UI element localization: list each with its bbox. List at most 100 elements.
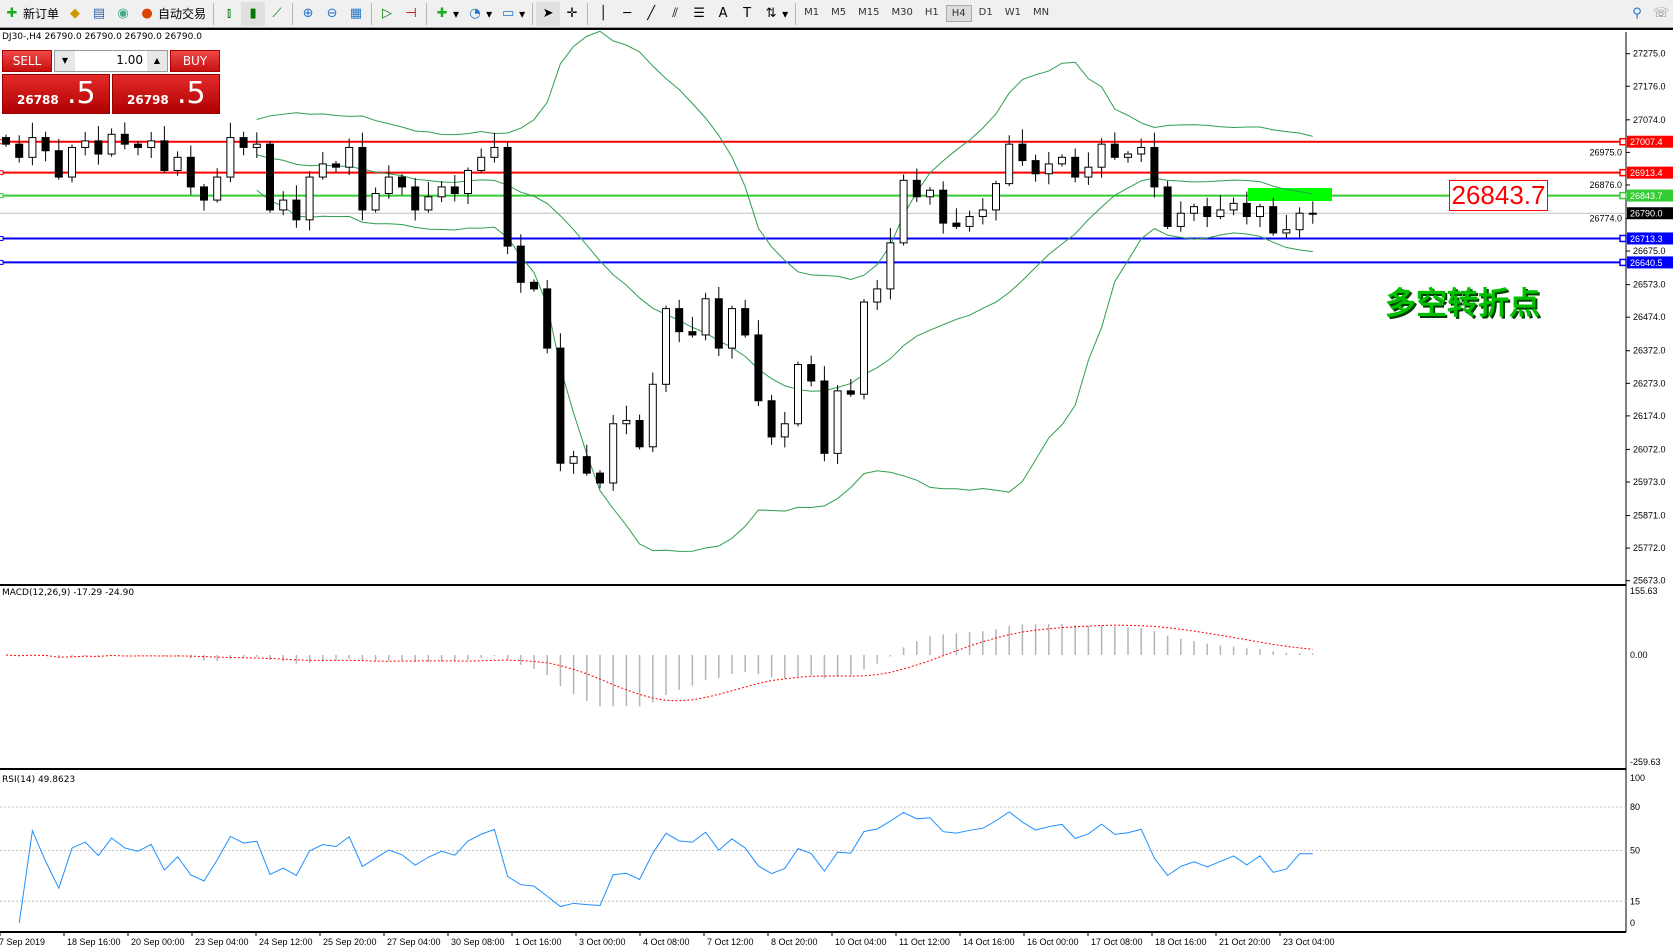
time-label: 3 Oct 00:00 — [579, 937, 626, 947]
lot-decrease-button[interactable]: ▼ — [55, 51, 75, 71]
macd-tick-label: -259.63 — [1630, 757, 1661, 767]
horizontal-line-button[interactable]: ─ — [615, 2, 639, 26]
candle-body — [1163, 186, 1172, 227]
periods-icon: ◔ — [469, 5, 481, 21]
price-tick-label: 26975.0 — [1589, 147, 1622, 157]
candlestick-button[interactable]: ▮ — [241, 1, 266, 26]
candle-body — [252, 143, 261, 148]
timeframe-h1[interactable]: H1 — [924, 7, 939, 18]
line-chart-button[interactable]: ⟋ — [265, 2, 289, 26]
candle-body — [305, 176, 314, 221]
time-label: 20 Sep 00:00 — [131, 937, 185, 947]
chart-shift-button[interactable]: ⊣ — [399, 2, 423, 26]
vertical-line-button[interactable]: │ — [591, 2, 615, 26]
autoscroll-button[interactable]: ▷ — [375, 2, 399, 26]
timeframe-m1[interactable]: M1 — [804, 7, 820, 18]
buy-button[interactable]: BUY — [170, 50, 220, 72]
zoom-in-button[interactable]: ⊕ — [296, 2, 320, 26]
timeframe-bar: M1 M5 M15 M30 H1 H4 D1 W1 MN — [799, 5, 1054, 22]
auto-trading-button[interactable]: ● 自动交易 — [135, 2, 210, 26]
periods-button[interactable]: ◔ ▾ — [463, 2, 496, 26]
candle-body — [648, 383, 657, 448]
lot-increase-button[interactable]: ▲ — [147, 51, 167, 71]
timeframe-d1[interactable]: D1 — [978, 7, 993, 18]
signals-icon: ◉ — [117, 5, 129, 21]
line-chart-icon: ⟋ — [272, 5, 282, 21]
timeframe-m5[interactable]: M5 — [831, 7, 847, 18]
time-label: 23 Sep 04:00 — [195, 937, 249, 947]
candle-body — [68, 146, 76, 178]
fibonacci-button[interactable]: ☰ — [687, 2, 711, 26]
candle-body — [200, 186, 208, 201]
chart-window[interactable]: 27275.0 27176.0 27074.0 26975.0 26876.0 26774… — [0, 28, 1673, 949]
buy-price-button[interactable]: 26798.5 — [112, 74, 220, 114]
cursor-button[interactable]: ➤ — [536, 1, 561, 26]
candle-body — [609, 423, 618, 484]
zoom-in-icon: ⊕ — [302, 5, 314, 21]
candle-body — [2, 137, 10, 145]
chart-canvas[interactable]: 27275.0 27176.0 27074.0 26975.0 26876.0 26774… — [0, 30, 1673, 951]
candle-body — [28, 137, 37, 158]
indicators-button[interactable]: ✚ ▾ — [430, 2, 463, 26]
equidistant-channel-icon: ⫽ — [672, 5, 679, 21]
tile-windows-button[interactable]: ▦ — [344, 2, 368, 26]
price-tick-label: 27074.0 — [1633, 115, 1666, 125]
candle-body — [860, 301, 868, 395]
signals-button[interactable]: ◉ — [111, 2, 135, 26]
candle-body — [846, 390, 855, 395]
candle-body — [992, 183, 1000, 211]
level-handle — [1619, 168, 1627, 177]
candle-body — [1058, 156, 1066, 165]
candle-body — [424, 196, 433, 211]
pivot-price-label[interactable]: 26843.7 — [1449, 180, 1548, 211]
gold-button[interactable]: ◆ — [63, 2, 87, 26]
time-label: 1 Oct 16:00 — [515, 937, 562, 947]
crosshair-button[interactable]: ✛ — [560, 2, 584, 26]
sell-button[interactable]: SELL — [2, 50, 52, 72]
lot-input[interactable]: 1.00 — [116, 53, 143, 67]
bollinger-middle — [256, 154, 1313, 392]
new-order-button[interactable]: ✚ 新订单 — [0, 2, 63, 26]
candle-body — [582, 456, 591, 474]
timeframe-w1[interactable]: W1 — [1004, 7, 1021, 18]
templates-button[interactable]: ▭ ▾ — [501, 5, 526, 21]
level-handle — [1619, 234, 1627, 243]
market-watch-button[interactable]: ▤ — [87, 2, 111, 26]
trendline-button[interactable]: ╱ — [639, 2, 663, 26]
price-tick-label: 25871.0 — [1633, 511, 1666, 521]
chat-button[interactable]: ☏ — [1649, 2, 1673, 26]
level-price-badge — [1627, 232, 1673, 245]
timeframe-mn[interactable]: MN — [1032, 7, 1050, 18]
candle-body — [464, 169, 472, 195]
bollinger-upper — [256, 30, 1313, 280]
search-button[interactable]: ⚲ — [1625, 2, 1649, 26]
timeframe-m30[interactable]: M30 — [891, 7, 913, 18]
price-tick-label: 26774.0 — [1589, 214, 1622, 224]
timeframe-m15[interactable]: M15 — [858, 7, 880, 18]
candle-body — [1018, 143, 1027, 162]
candle-body — [820, 380, 829, 454]
bar-chart-button[interactable]: ⫾ — [217, 2, 241, 26]
zoom-out-button[interactable]: ⊖ — [320, 2, 344, 26]
time-label: 4 Oct 08:00 — [643, 937, 690, 947]
level-handle — [1619, 137, 1627, 146]
rsi-tick-label: 15 — [1630, 896, 1640, 906]
level-price-label: 27007.4 — [1630, 137, 1663, 147]
pivot-annotation-text[interactable]: 多空转折点 — [1385, 286, 1540, 322]
indicators-icon: ✚ — [436, 5, 448, 21]
candle-body — [450, 186, 459, 195]
price-tick-label: 25772.0 — [1633, 543, 1666, 553]
candle-body — [1308, 212, 1317, 215]
separator — [213, 2, 215, 25]
timeframe-h4[interactable]: H4 — [945, 5, 972, 22]
lot-stepper[interactable]: ▼ 1.00 ▲ — [54, 50, 168, 72]
text-button[interactable]: A — [711, 2, 735, 26]
candle-body — [1242, 202, 1251, 218]
candle-body — [503, 146, 512, 247]
arrows-button[interactable]: ⇅ ▾ — [759, 2, 792, 26]
sell-price-button[interactable]: 26788.5 — [2, 74, 110, 114]
level-price-badge — [1627, 189, 1673, 202]
text-label-button[interactable]: T — [735, 2, 759, 26]
candle-body — [81, 140, 90, 148]
equidistant-channel-button[interactable]: ⫽ — [663, 2, 687, 26]
